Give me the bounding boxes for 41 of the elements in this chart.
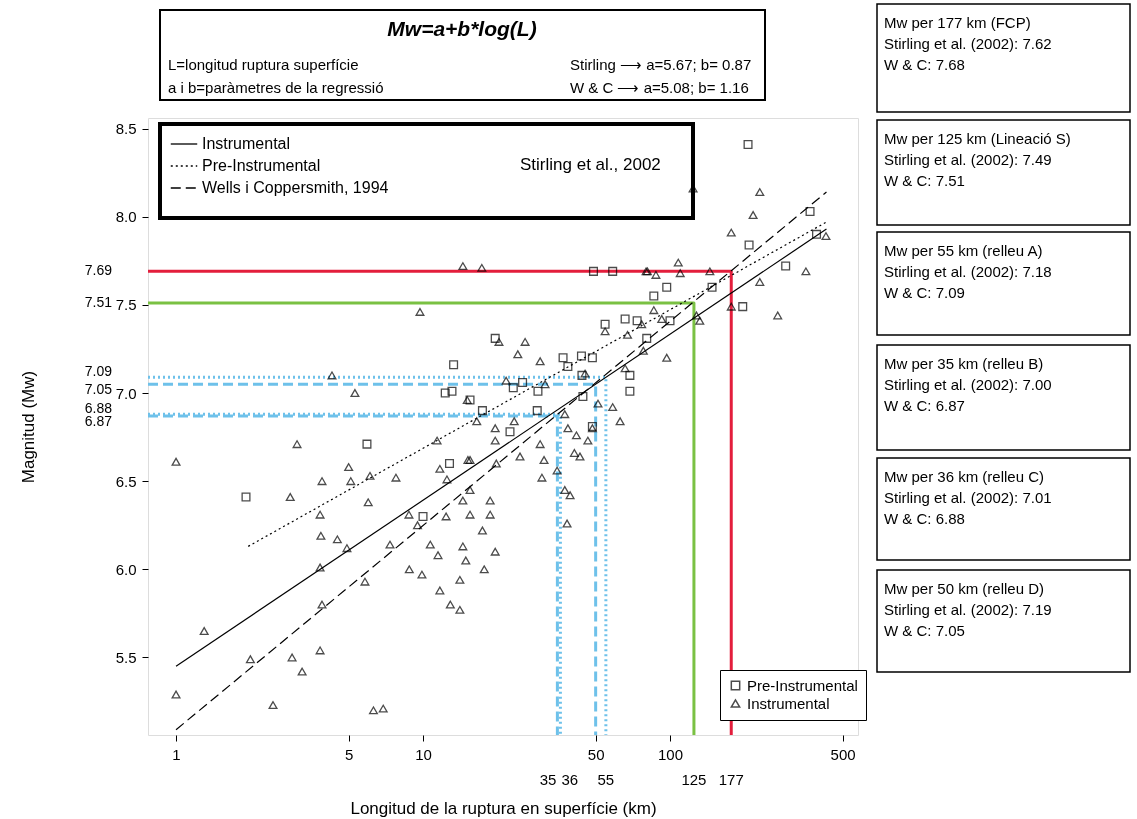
y-axis-title: Magnitud (Mw) <box>18 370 38 484</box>
annotation: Stirling et al., 2002 <box>520 155 661 174</box>
legend-label: Instrumental <box>202 135 291 152</box>
legend-label: Pre-Instrumental <box>202 157 321 174</box>
text: Mw per 50 km (relleu D) Stirling et al. (2002): 7.19 W & C: 7.05 <box>884 580 1052 639</box>
text: Mw per 125 km (Lineació S) Stirling et al. (2002): 7.49 W & C: 7.51 <box>884 130 1071 189</box>
y-tick-label: 8.5 <box>115 120 137 138</box>
text: Mw per 36 km (relleu C) Stirling et al. (2002): 7.01 W & C: 6.88 <box>884 468 1052 527</box>
text: W & C ⟶ a=5.08; b= 1.16 <box>570 79 749 96</box>
text: Mw per 35 km (relleu B) Stirling et al. (2002): 7.00 W & C: 6.87 <box>884 355 1052 414</box>
x-tick-label: 100 <box>657 745 684 763</box>
annotation: 7.05 <box>84 381 113 398</box>
text: Stirling ⟶ a=5.67; b= 0.87 <box>570 56 752 73</box>
annotation: 35 <box>539 771 557 788</box>
annotation: 55 <box>597 771 615 788</box>
x-tick-label: 5 <box>345 745 354 763</box>
text: Mw per 177 km (FCP) Stirling et al. (2002): 7.62 W & C: 7.68 <box>884 14 1052 73</box>
annotation: 36 <box>561 771 579 788</box>
annotation: 177 <box>718 771 744 788</box>
annotation: 7.69 <box>84 262 113 279</box>
legend-label: Instrumental <box>747 694 830 712</box>
x-axis-title: Longitud de la ruptura en superfície (km) <box>350 798 657 818</box>
annotation: 7.09 <box>84 363 113 380</box>
x-tick-label: 1 <box>172 745 181 763</box>
legend-label: Wells i Coppersmith, 1994 <box>202 179 389 196</box>
text: a i b=paràmetres de la regressió <box>168 79 384 96</box>
annotation: 125 <box>681 771 707 788</box>
x-tick-label: 50 <box>587 745 605 763</box>
y-tick-label: 8.0 <box>115 208 137 226</box>
y-tick-label: 7.5 <box>115 296 137 314</box>
chart-title: Mw=a+b*log(L) <box>387 17 537 40</box>
y-tick-label: 6.5 <box>115 472 137 490</box>
text: L=longitud ruptura superfície <box>168 56 359 73</box>
y-tick-label: 7.0 <box>115 384 137 402</box>
text: Mw per 55 km (relleu A) Stirling et al. (2002): 7.18 W & C: 7.09 <box>884 242 1052 301</box>
y-tick-label: 6.0 <box>115 560 137 578</box>
x-tick-label: 10 <box>415 745 432 763</box>
y-tick-label: 5.5 <box>115 648 137 666</box>
x-tick-label: 500 <box>830 745 856 763</box>
annotation: 7.51 <box>84 294 113 311</box>
legend-label: Pre-Instrumental <box>747 676 858 694</box>
